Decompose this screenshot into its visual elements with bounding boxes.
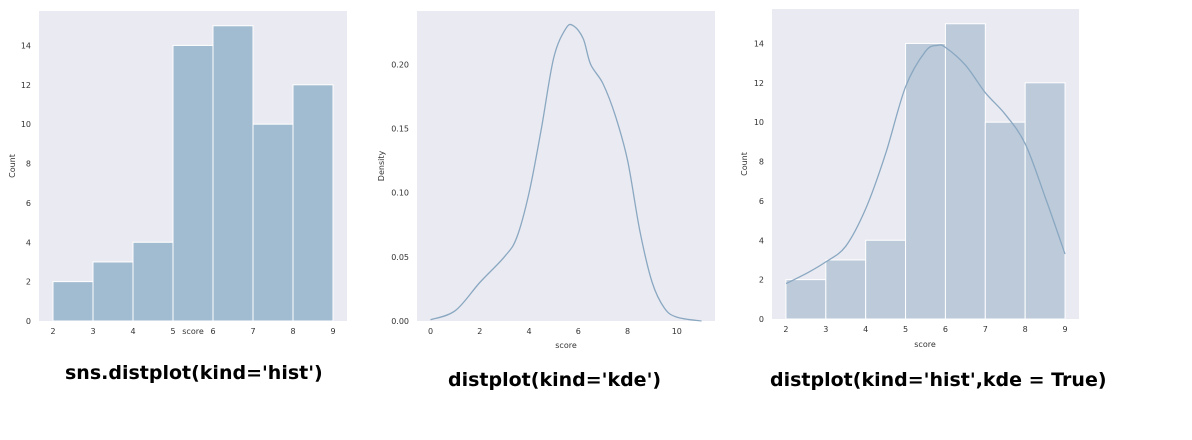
chart3-ytick-label: 2: [759, 276, 764, 285]
chart1-xtick-label: 2: [50, 327, 55, 336]
chart3-bar: [1024, 82, 1066, 320]
caption-hist: sns.distplot(kind='hist'): [65, 362, 323, 384]
chart2: 0 2 4 6 8 10 0.00 0.05 0.10 0.15 0.20: [391, 23, 702, 336]
chart1-ytick-label: 10: [21, 120, 31, 129]
chart1-xtick-label: 6: [210, 327, 215, 336]
chart3: 2 3 4 5 6 7 8 9 0 2 4 6 8 10 12 14: [754, 23, 1068, 334]
chart2-xtick-label: 2: [477, 327, 482, 336]
chart1-ytick-label: 6: [26, 199, 31, 208]
chart3-bar: [944, 23, 986, 320]
chart1-bar: [172, 44, 214, 322]
chart1-xtick-label: 5: [170, 327, 175, 336]
chart1-ytick-label: 12: [21, 81, 31, 90]
chart1-bar: [212, 25, 254, 322]
chart3-bar: [785, 279, 827, 320]
chart3-xtick-label: 6: [943, 325, 948, 334]
chart3-ytick-label: 0: [759, 315, 764, 324]
chart3-bar: [865, 239, 907, 320]
chart1: 2 3 4 5 6 7 8 9 0 2 4 6 8 10 12 14: [21, 25, 336, 336]
chart3-xtick-label: 5: [903, 325, 908, 334]
chart1-ytick-label: 14: [21, 41, 31, 50]
chart3-ylabel: Count: [740, 152, 749, 176]
chart1-bar: [92, 261, 134, 322]
chart1-bar: [252, 123, 294, 322]
chart3-xtick-label: 4: [863, 325, 868, 334]
chart2-ylabel: Density: [377, 151, 386, 182]
chart1-ylabel: Count: [8, 154, 17, 178]
chart2-xtick-label: 4: [527, 327, 532, 336]
chart3-ytick-label: 4: [759, 236, 764, 245]
chart2-xtick-label: 0: [428, 327, 433, 336]
chart1-xtick-label: 8: [290, 327, 295, 336]
chart3-bar: [905, 42, 946, 320]
chart3-xtick-label: 3: [823, 325, 828, 334]
chart2-xtick-label: 6: [576, 327, 581, 336]
chart1-xtick-label: 7: [250, 327, 255, 336]
caption-kde: distplot(kind='kde'): [448, 369, 661, 391]
chart2-ytick-label: 0.15: [391, 124, 409, 133]
chart2-xtick-label: 10: [672, 327, 682, 336]
chart2-kde-line: [430, 23, 702, 322]
chart3-ytick-label: 10: [754, 118, 764, 127]
chart3-kde-line: [785, 44, 1066, 285]
chart3-ytick-label: 6: [759, 197, 764, 206]
chart3-bar: [984, 121, 1026, 320]
chart3-xtick-label: 9: [1062, 325, 1067, 334]
chart3-ytick-label: 12: [754, 79, 764, 88]
chart3-xtick-label: 7: [983, 325, 988, 334]
chart1-xtick-label: 3: [90, 327, 95, 336]
chart3-ytick-label: 14: [754, 39, 764, 48]
chart3-ytick-label: 8: [759, 158, 764, 167]
chart1-ytick-label: 2: [26, 278, 31, 287]
chart2-ytick-label: 0.20: [391, 60, 409, 69]
chart3-bar: [825, 259, 867, 320]
chart2-xtick-label: 8: [625, 327, 630, 336]
chart1-xtick-label: 9: [330, 327, 335, 336]
chart1-ytick-label: 4: [26, 238, 31, 247]
chart2-ytick-label: 0.00: [391, 317, 409, 326]
chart1-bar: [52, 281, 94, 322]
chart2-ytick-label: 0.10: [391, 189, 409, 198]
chart2-ytick-label: 0.05: [391, 253, 409, 262]
chart3-xtick-label: 2: [783, 325, 788, 334]
chart1-bar: [292, 84, 334, 322]
chart1-xlabel: score: [182, 327, 204, 336]
chart3-xtick-label: 8: [1023, 325, 1028, 334]
caption-hist-kde: distplot(kind='hist',kde = True): [770, 369, 1107, 391]
chart1-ytick-label: 8: [26, 160, 31, 169]
chart1-ytick-label: 0: [26, 317, 31, 326]
chart2-plot-area: [417, 11, 715, 321]
chart1-xtick-label: 4: [130, 327, 135, 336]
chart3-xlabel: score: [914, 340, 936, 349]
chart2-xlabel: score: [555, 341, 577, 350]
chart1-bar: [132, 241, 174, 322]
